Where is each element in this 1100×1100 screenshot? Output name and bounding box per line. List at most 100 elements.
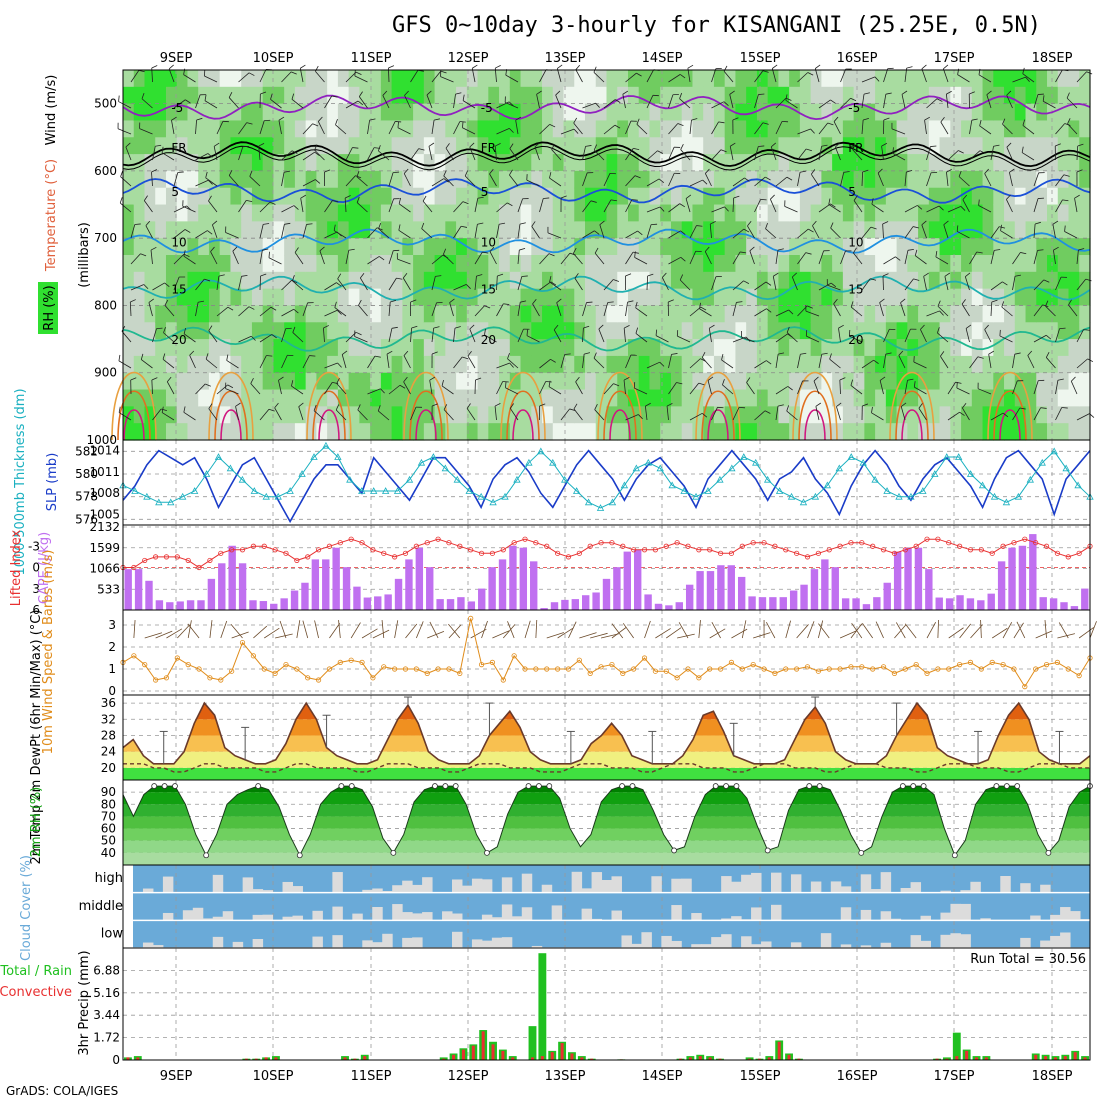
rh-cell (413, 187, 425, 206)
surface-wind-barb (611, 623, 624, 639)
rh-cell (273, 120, 285, 138)
wind-speed-marker (1022, 683, 1028, 690)
wind-barb (382, 95, 390, 109)
rh-cell (713, 288, 726, 307)
warm-contour (500, 372, 546, 441)
rh-cell (627, 187, 640, 206)
rh-cell (735, 170, 747, 189)
wind-barb (978, 205, 992, 213)
rh-cell (456, 406, 468, 424)
rh-cell (402, 204, 414, 222)
wind-barb-flag (292, 326, 296, 333)
rh-cell (1057, 154, 1070, 172)
rh-cell (1047, 406, 1059, 424)
rh-cell (692, 322, 704, 340)
thickness-tick: 580 (75, 467, 98, 481)
precip-convective-bar (975, 1057, 979, 1060)
wind-barb-flag (550, 281, 557, 286)
wind-barb (818, 354, 823, 369)
wind-barb-flag (740, 251, 747, 254)
thickness-marker (1062, 464, 1070, 472)
rh-cell (176, 305, 189, 323)
surface-wind-barb (904, 623, 917, 639)
date-label-top: 11SEP (351, 51, 392, 66)
rh-cell (585, 271, 597, 290)
wind-barb-flag (497, 273, 504, 277)
rh-cell (509, 389, 522, 407)
warm-contour (701, 390, 735, 441)
wind-barb (729, 146, 734, 161)
wind-barb (302, 302, 309, 317)
lifted-index-marker (967, 547, 974, 553)
rh-cell (939, 103, 951, 122)
wind-barb (208, 200, 218, 213)
rh-cell (155, 389, 167, 407)
wind-barb (314, 149, 325, 161)
wind-barb (806, 335, 820, 343)
cape-bar (685, 584, 694, 610)
wind-barb (732, 407, 740, 421)
rh-cell (434, 423, 446, 441)
thickness-marker (513, 475, 521, 483)
wind-barb-flag (461, 225, 468, 228)
rh-cell (939, 389, 951, 407)
warm-contour (889, 372, 935, 441)
rh-cell (649, 221, 661, 239)
rh-cell (907, 187, 919, 206)
wind-barb-flag (810, 169, 816, 175)
wind-barb (635, 333, 648, 343)
wind-barb (603, 199, 612, 213)
cloud-cell (960, 934, 971, 948)
cape-bar (1029, 534, 1037, 610)
rh-cell (799, 372, 812, 391)
rh-band (123, 816, 1090, 829)
cloud-cell (910, 882, 922, 893)
rh-cell (402, 406, 414, 424)
rh-cell (273, 288, 285, 307)
precip-convective-bar (797, 1058, 801, 1060)
rh-cell (585, 187, 597, 206)
rh-cell (262, 86, 275, 105)
rh-cell (176, 255, 189, 273)
wind-barb-flag (378, 222, 382, 229)
rh-cell (1036, 170, 1048, 189)
wind-barb (560, 354, 566, 369)
rh-cell (638, 120, 651, 138)
rh-cell (133, 221, 146, 239)
rh-cell (713, 271, 726, 290)
lifted-index-marker (1065, 554, 1071, 560)
rh-cell (445, 86, 457, 105)
rh-cell (219, 238, 232, 256)
cloud-row-label: low (101, 926, 124, 941)
rh-cell (402, 372, 414, 391)
surface-wind-barb (590, 632, 608, 639)
wind-barb-flag (901, 90, 908, 95)
rh-cell (1068, 339, 1080, 357)
rh-cell (1079, 305, 1091, 323)
rh-cell (531, 305, 543, 323)
wind-barb (173, 172, 179, 187)
rh-cell (284, 355, 296, 374)
rh-cell (456, 103, 468, 122)
rh-cell (187, 339, 199, 357)
wind-barb-flag (403, 168, 409, 174)
rh-cell (756, 221, 769, 239)
rh-cell (778, 103, 790, 122)
rh-cell (928, 221, 941, 239)
wind-barb-flag (435, 275, 442, 277)
rh-cell (563, 255, 575, 273)
cloud-cell (840, 886, 852, 893)
thickness-marker (811, 492, 820, 500)
wind-barb (883, 68, 889, 83)
rh-cell (542, 406, 554, 424)
rh-cell (574, 86, 586, 105)
rh-cell (273, 389, 285, 407)
rh-cell (241, 120, 253, 138)
wind-speed-marker (348, 657, 354, 663)
wind-barb-flag (502, 381, 509, 383)
rh-cell (821, 204, 833, 222)
rh-cell (165, 355, 178, 374)
rh-cell (585, 372, 597, 391)
wind-speed-marker (935, 666, 941, 672)
rh-marker (432, 783, 438, 789)
